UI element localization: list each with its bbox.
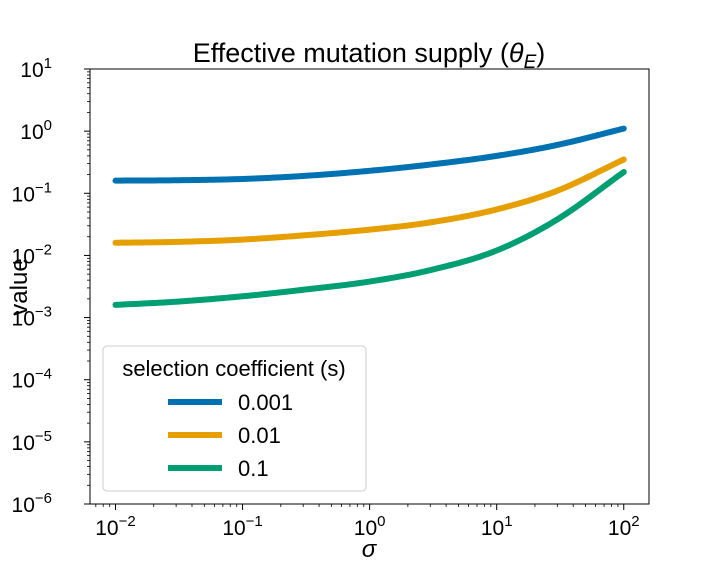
x-tick-label: 102: [608, 513, 640, 540]
y-tick-label: 10−2: [12, 241, 52, 268]
x-tick-label: 100: [354, 513, 386, 540]
y-tick-label: 100: [20, 117, 52, 144]
legend-frame: [102, 345, 367, 492]
legend: selection coefficient (s) 0.001 0.01 0.1: [102, 345, 367, 492]
y-tick-label: 10−6: [12, 490, 52, 517]
legend-title: selection coefficient (s): [122, 356, 345, 381]
x-tick-label: 10−2: [95, 513, 135, 540]
y-tick-label: 10−5: [12, 428, 52, 455]
y-tick-label: 10−3: [12, 304, 52, 331]
x-tick-label: 10−1: [222, 513, 262, 540]
legend-label-0.1: 0.1: [238, 456, 269, 481]
series-line-0.001: [112, 125, 627, 184]
series-line-0.1: [112, 169, 627, 308]
x-axis-label: σ: [362, 536, 378, 563]
x-tick-label: 101: [481, 513, 513, 540]
legend-label-0.01: 0.01: [238, 423, 281, 448]
series-layer: [112, 125, 627, 308]
legend-label-0.001: 0.001: [238, 390, 293, 415]
series-line-0.01: [112, 156, 627, 246]
chart-title: Effective mutation supply (θE): [193, 38, 546, 73]
ticks-layer: 10−2 10−1 100 101 102 10−6 10−5 10−4 10−3 10−2 10−…: [12, 55, 640, 540]
y-axis-label: value: [6, 258, 33, 315]
y-tick-label: 10−4: [12, 366, 52, 393]
y-tick-label: 10−1: [12, 179, 52, 206]
y-tick-label: 101: [20, 55, 52, 82]
